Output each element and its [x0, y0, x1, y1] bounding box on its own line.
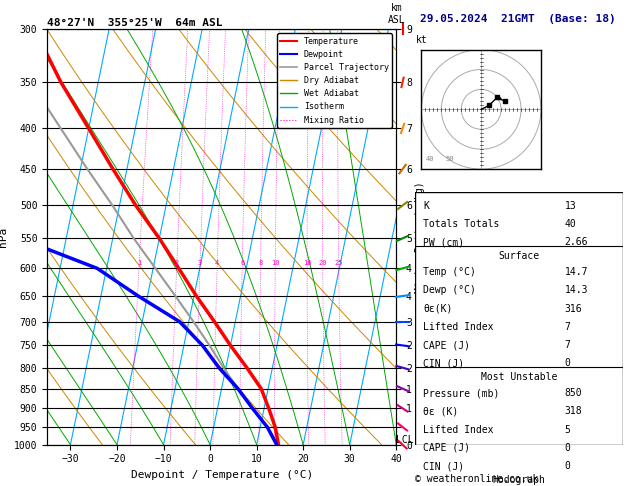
Text: Surface: Surface — [498, 251, 540, 261]
Text: 0: 0 — [565, 358, 571, 368]
Text: 318: 318 — [565, 406, 582, 417]
Text: CIN (J): CIN (J) — [423, 461, 465, 471]
Text: Dewp (°C): Dewp (°C) — [423, 285, 476, 295]
Text: 1: 1 — [137, 260, 142, 265]
Text: 50: 50 — [445, 156, 454, 162]
Text: Pressure (mb): Pressure (mb) — [423, 388, 500, 398]
Text: 16: 16 — [303, 260, 311, 265]
Text: 7: 7 — [565, 322, 571, 332]
Text: 4: 4 — [215, 260, 220, 265]
Text: θε(K): θε(K) — [423, 304, 453, 313]
X-axis label: Dewpoint / Temperature (°C): Dewpoint / Temperature (°C) — [131, 470, 313, 480]
Text: 29.05.2024  21GMT  (Base: 18): 29.05.2024 21GMT (Base: 18) — [420, 14, 616, 24]
Text: Hodograph: Hodograph — [493, 475, 545, 485]
Text: 3: 3 — [198, 260, 203, 265]
Text: Lifted Index: Lifted Index — [423, 322, 494, 332]
Text: 2: 2 — [175, 260, 179, 265]
Text: © weatheronline.co.uk: © weatheronline.co.uk — [415, 473, 538, 484]
Text: PW (cm): PW (cm) — [423, 237, 465, 247]
Text: 0: 0 — [565, 461, 571, 471]
Y-axis label: hPa: hPa — [0, 227, 8, 247]
Text: 0: 0 — [565, 443, 571, 453]
Text: Temp (°C): Temp (°C) — [423, 267, 476, 277]
Text: K: K — [423, 201, 430, 211]
Text: 40: 40 — [425, 156, 434, 162]
Text: 7: 7 — [565, 340, 571, 350]
Text: 316: 316 — [565, 304, 582, 313]
Text: 10: 10 — [271, 260, 279, 265]
Text: 40: 40 — [565, 219, 576, 229]
Text: CAPE (J): CAPE (J) — [423, 443, 470, 453]
Text: Totals Totals: Totals Totals — [423, 219, 500, 229]
Text: CAPE (J): CAPE (J) — [423, 340, 470, 350]
Text: km
ASL: km ASL — [387, 3, 405, 25]
Text: kt: kt — [416, 35, 427, 45]
Text: Most Unstable: Most Unstable — [481, 372, 557, 382]
Text: 8: 8 — [259, 260, 263, 265]
Text: 14.7: 14.7 — [565, 267, 588, 277]
Text: θε (K): θε (K) — [423, 406, 459, 417]
Legend: Temperature, Dewpoint, Parcel Trajectory, Dry Adiabat, Wet Adiabat, Isotherm, Mi: Temperature, Dewpoint, Parcel Trajectory… — [277, 34, 392, 128]
Text: 25: 25 — [335, 260, 343, 265]
Text: LCL: LCL — [396, 434, 414, 445]
Text: 2.66: 2.66 — [565, 237, 588, 247]
Text: 5: 5 — [565, 425, 571, 434]
Text: CIN (J): CIN (J) — [423, 358, 465, 368]
Text: 6: 6 — [240, 260, 245, 265]
Text: Lifted Index: Lifted Index — [423, 425, 494, 434]
Text: 20: 20 — [318, 260, 327, 265]
Text: 48°27'N  355°25'W  64m ASL: 48°27'N 355°25'W 64m ASL — [47, 18, 223, 28]
Text: 850: 850 — [565, 388, 582, 398]
Text: 13: 13 — [565, 201, 576, 211]
Text: 14.3: 14.3 — [565, 285, 588, 295]
FancyBboxPatch shape — [415, 192, 623, 445]
Y-axis label: Mixing Ratio (g/kg): Mixing Ratio (g/kg) — [415, 181, 425, 293]
